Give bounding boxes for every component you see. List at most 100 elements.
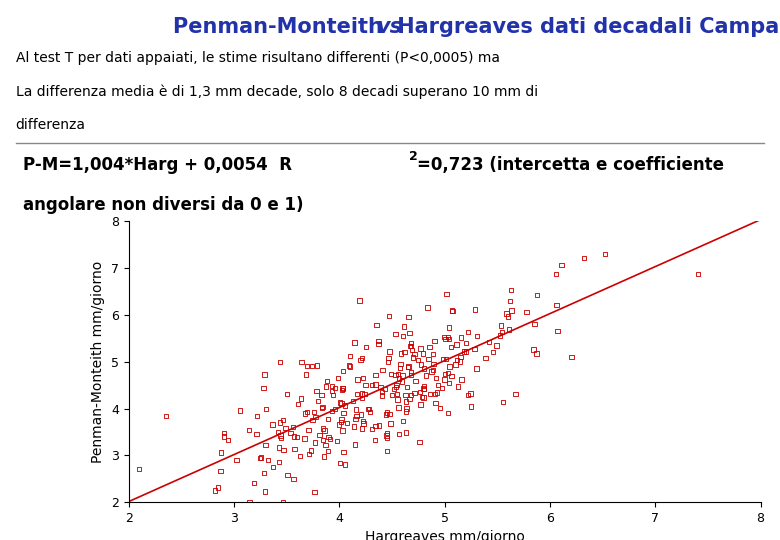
Point [332, 374, 344, 382]
Point [491, 341, 503, 349]
Point [369, 422, 381, 430]
Point [402, 362, 415, 371]
Point [381, 408, 393, 417]
Point [380, 410, 392, 419]
Point [394, 364, 406, 373]
Point [425, 367, 438, 376]
Point [382, 357, 395, 366]
Point [322, 433, 335, 441]
Point [398, 322, 410, 330]
Point [335, 415, 348, 424]
Point [402, 313, 415, 321]
Text: differenza: differenza [16, 118, 86, 132]
Point [336, 426, 349, 435]
Point [254, 454, 266, 462]
Point [326, 382, 339, 390]
Point [396, 416, 409, 425]
Point [497, 398, 509, 407]
Point [391, 390, 403, 399]
Point [395, 377, 408, 386]
Point [389, 370, 402, 379]
Point [357, 419, 370, 428]
Point [347, 397, 360, 406]
Point [566, 353, 578, 361]
Point [376, 391, 388, 400]
Point [577, 254, 590, 262]
Point [309, 438, 321, 447]
Point [399, 348, 411, 356]
Point [291, 433, 303, 441]
Point [443, 362, 456, 371]
Point [403, 328, 416, 337]
Point [392, 395, 404, 404]
Point [354, 355, 367, 364]
Point [259, 441, 271, 449]
Point [230, 456, 243, 464]
Point [440, 290, 452, 299]
Point [418, 382, 431, 390]
Point [133, 465, 146, 474]
Point [369, 380, 381, 389]
Point [300, 408, 313, 416]
Point [356, 374, 369, 382]
Point [343, 362, 356, 371]
Point [308, 408, 321, 416]
Point [279, 424, 292, 433]
Text: Al test T per dati appaiati, le stime risultano differenti (P<0,0005) ma: Al test T per dati appaiati, le stime ri… [16, 51, 500, 65]
Point [355, 410, 367, 419]
Point [407, 353, 420, 362]
Point [443, 379, 456, 387]
Point [443, 323, 456, 332]
Point [405, 390, 417, 399]
Point [416, 393, 428, 401]
Point [303, 450, 315, 458]
Point [349, 414, 362, 423]
Point [414, 345, 427, 353]
Point [504, 296, 516, 305]
Point [424, 390, 436, 399]
Point [257, 384, 270, 393]
Point [360, 381, 372, 389]
Point [337, 408, 349, 417]
Point [250, 429, 263, 438]
Point [692, 269, 704, 278]
Point [409, 350, 421, 359]
Point [326, 407, 339, 416]
Point [388, 385, 400, 394]
Point [258, 370, 271, 379]
Point [348, 422, 360, 431]
Point [292, 400, 304, 409]
Point [298, 434, 310, 443]
Point [392, 403, 405, 411]
Point [274, 431, 286, 440]
Point [406, 346, 419, 354]
Point [351, 389, 363, 398]
Point [401, 383, 413, 391]
Point [399, 407, 412, 416]
Point [438, 375, 451, 384]
Point [502, 325, 515, 334]
Point [442, 333, 455, 341]
Point [445, 306, 458, 315]
Point [460, 347, 473, 356]
Point [403, 395, 416, 403]
Point [376, 388, 388, 396]
Point [215, 467, 227, 475]
Point [381, 429, 393, 437]
Point [509, 389, 522, 398]
Point [257, 469, 270, 477]
Text: Hargreaves dati decadali Campania: Hargreaves dati decadali Campania [390, 17, 780, 37]
Point [349, 440, 361, 449]
Point [373, 421, 385, 430]
Point [598, 250, 611, 259]
Point [470, 364, 483, 373]
Point [386, 391, 399, 400]
Point [483, 338, 495, 346]
Point [454, 353, 466, 361]
Point [462, 390, 474, 399]
Point [422, 355, 434, 363]
Point [455, 333, 467, 342]
Point [334, 398, 346, 407]
Point [399, 428, 412, 437]
Point [308, 488, 321, 496]
